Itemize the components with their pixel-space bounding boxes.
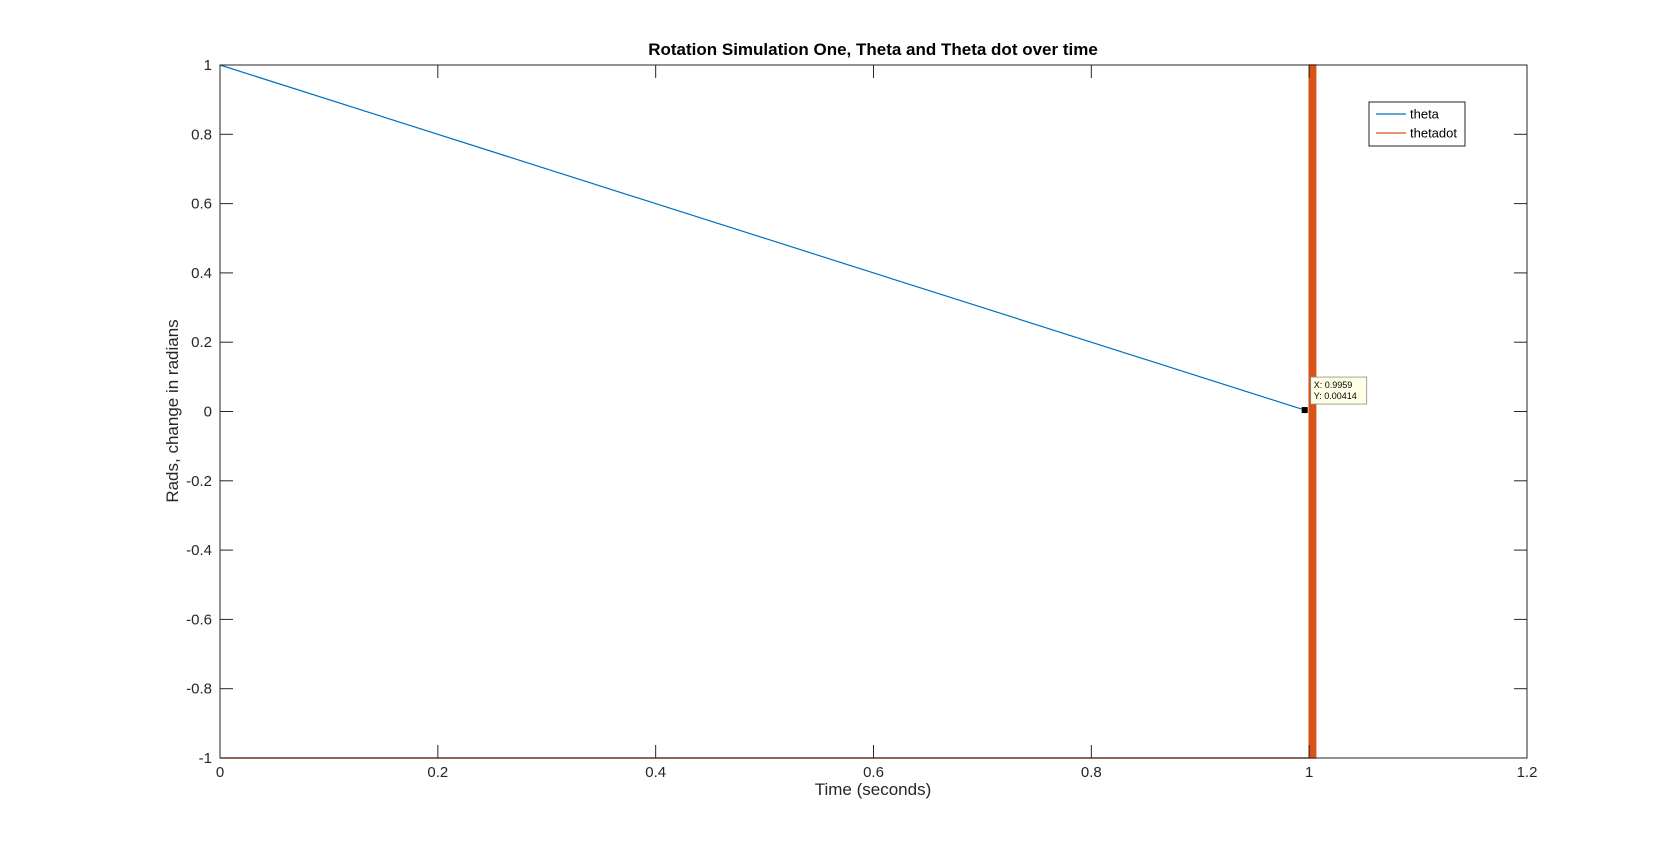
x-tick-label: 0.2 xyxy=(427,764,448,781)
y-tick-label: 0 xyxy=(204,404,212,421)
legend-box xyxy=(1368,101,1466,147)
datatip-y-label: Y: 0.00414 xyxy=(1314,391,1357,401)
datatip-x-label: X: 0.9959 xyxy=(1314,380,1353,390)
datatip-box xyxy=(1310,376,1368,405)
y-tick-label: -0.2 xyxy=(186,473,212,490)
y-tick-label: 0.4 xyxy=(191,265,212,282)
legend-label-thetadot: thetadot xyxy=(1410,126,1457,141)
series-line-theta xyxy=(219,64,1305,411)
y-tick-label: 1 xyxy=(204,57,212,74)
y-axis-label: Rads, change in radians xyxy=(163,319,182,502)
x-tick-label: 0.8 xyxy=(1081,764,1102,781)
y-tick-label: -0.4 xyxy=(186,542,212,559)
y-tick-label: -0.8 xyxy=(186,681,212,698)
datatip[interactable]: X: 0.9959 Y: 0.00414 xyxy=(1301,376,1368,414)
x-tick-label: 1 xyxy=(1305,764,1313,781)
legend-label-theta: theta xyxy=(1410,107,1440,122)
x-tick-label: 0.6 xyxy=(863,764,884,781)
y-tick-label: 0.8 xyxy=(191,126,212,143)
x-tick-label: 0 xyxy=(216,764,224,781)
plot-area xyxy=(220,65,1527,758)
x-axis-label: Time (seconds) xyxy=(815,780,932,799)
y-tick-label: -0.6 xyxy=(186,611,212,628)
chart-title: Rotation Simulation One, Theta and Theta… xyxy=(648,40,1098,59)
y-tick-label: 0.6 xyxy=(191,196,212,213)
datatip-marker xyxy=(1301,407,1308,414)
x-tick-label: 0.4 xyxy=(645,764,666,781)
tick-layer: 0 0.2 0.4 0.6 0.8 1 1.2 -1 -0.8 -0.6 -0.4 -0.2 0 0.2 0… xyxy=(186,57,1537,781)
y-tick-label: 0.2 xyxy=(191,334,212,351)
x-tick-label: 1.2 xyxy=(1517,764,1538,781)
y-tick-label: -1 xyxy=(199,750,212,767)
legend[interactable]: theta thetadot xyxy=(1368,101,1466,147)
